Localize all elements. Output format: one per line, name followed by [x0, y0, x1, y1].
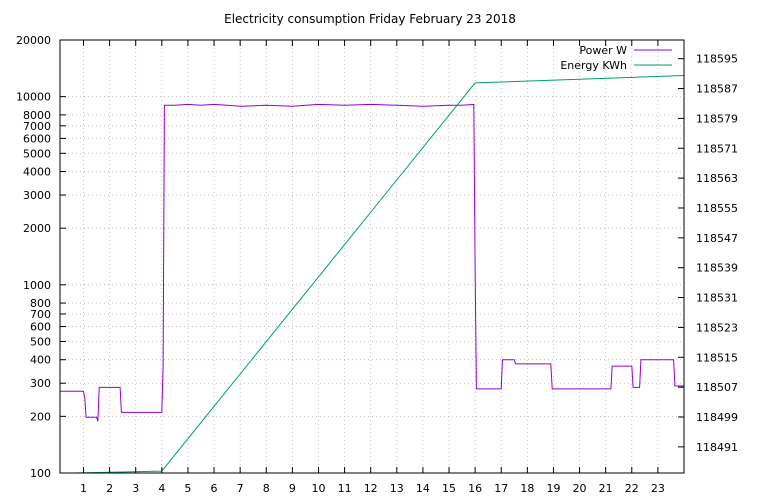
x-tick-label: 4	[158, 482, 165, 495]
y-left-tick-label: 800	[30, 297, 51, 310]
grid	[60, 40, 684, 473]
x-tick-label: 3	[132, 482, 139, 495]
x-tick-label: 2	[106, 482, 113, 495]
x-tick-label: 11	[338, 482, 352, 495]
y-right-tick-label: 118531	[696, 292, 738, 305]
x-tick-label: 7	[237, 482, 244, 495]
y-left-tick-label: 6000	[23, 132, 51, 145]
tick-labels: 1 2 3 4 5 6 7 8 9 10 11 12 13 14 15 16 17 18 19 20 21 22 23100…	[16, 34, 738, 495]
y-right-tick-label: 118515	[696, 351, 738, 364]
y-right-tick-label: 118523	[696, 321, 738, 334]
y-left-tick-label: 20000	[16, 34, 51, 47]
x-tick-label: 21	[599, 482, 613, 495]
y-right-tick-label: 118579	[696, 112, 738, 125]
y-left-tick-label: 10000	[16, 91, 51, 104]
series-line-power	[60, 103, 684, 422]
x-tick-label: 23	[651, 482, 665, 495]
x-tick-label: 16	[468, 482, 482, 495]
y-right-tick-label: 118539	[696, 262, 738, 275]
tick-layer	[60, 39, 684, 474]
y-right-tick-label: 118499	[696, 411, 738, 424]
x-tick-label: 5	[184, 482, 191, 495]
x-tick-label: 18	[520, 482, 534, 495]
y-left-tick-label: 300	[30, 377, 51, 390]
chart-title: Electricity consumption Friday February …	[224, 12, 516, 26]
y-left-tick-label: 7000	[23, 120, 51, 133]
x-tick-label: 8	[263, 482, 270, 495]
y-right-tick-label: 118547	[696, 232, 738, 245]
y-left-tick-label: 100	[30, 467, 51, 480]
y-left-tick-label: 500	[30, 335, 51, 348]
y-right-tick-label: 118507	[696, 381, 738, 394]
x-tick-label: 10	[311, 482, 325, 495]
y-left-tick-label: 2000	[23, 222, 51, 235]
y-left-tick-label: 1000	[23, 279, 51, 292]
series-line-energy	[73, 75, 685, 474]
x-tick-label: 15	[442, 482, 456, 495]
x-tick-label: 1	[80, 482, 87, 495]
y-right-tick-label: 118563	[696, 172, 738, 185]
plot-frame	[59, 39, 685, 474]
x-tick-label: 17	[494, 482, 508, 495]
x-tick-label: 14	[416, 482, 430, 495]
x-tick-label: 9	[289, 482, 296, 495]
x-tick-label: 19	[546, 482, 560, 495]
y-right-tick-label: 118571	[696, 142, 738, 155]
y-right-tick-label: 118555	[696, 202, 738, 215]
y-right-tick-label: 118595	[696, 53, 738, 66]
y-left-tick-label: 3000	[23, 189, 51, 202]
legend: Power W Energy KWh	[560, 44, 672, 72]
y-left-tick-label: 4000	[23, 166, 51, 179]
legend-label: Energy KWh	[560, 59, 627, 72]
y-left-tick-label: 400	[30, 354, 51, 367]
y-right-tick-label: 118587	[696, 83, 738, 96]
x-tick-label: 13	[390, 482, 404, 495]
y-left-tick-label: 600	[30, 321, 51, 334]
legend-label: Power W	[579, 44, 627, 57]
x-tick-label: 6	[211, 482, 218, 495]
x-tick-label: 22	[625, 482, 639, 495]
y-right-tick-label: 118491	[696, 441, 738, 454]
series-layer	[60, 75, 685, 474]
y-left-tick-label: 8000	[23, 109, 51, 122]
y-left-tick-label: 200	[30, 410, 51, 423]
y-left-tick-label: 700	[30, 308, 51, 321]
x-tick-label: 20	[573, 482, 587, 495]
x-tick-label: 12	[364, 482, 378, 495]
y-left-tick-label: 5000	[23, 147, 51, 160]
